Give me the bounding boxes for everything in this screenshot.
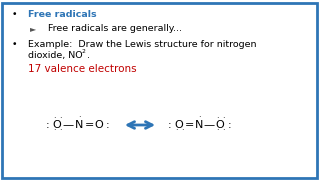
Text: N: N xyxy=(75,120,83,130)
Text: ·: · xyxy=(53,114,55,123)
Text: ·: · xyxy=(175,127,177,136)
Text: ·: · xyxy=(222,114,224,123)
Text: O: O xyxy=(95,120,103,130)
Text: =: = xyxy=(84,120,94,130)
Text: ·: · xyxy=(59,114,61,123)
Text: ·: · xyxy=(59,127,61,136)
FancyArrowPatch shape xyxy=(128,122,152,128)
Text: :: : xyxy=(46,120,50,130)
Text: ·: · xyxy=(181,127,183,136)
Text: =: = xyxy=(184,120,194,130)
Text: .: . xyxy=(87,51,90,60)
Text: O: O xyxy=(175,120,183,130)
Text: ·: · xyxy=(198,114,200,123)
Text: ·: · xyxy=(78,114,80,123)
Text: dioxide, NO: dioxide, NO xyxy=(28,51,83,60)
Text: O: O xyxy=(52,120,61,130)
Text: :: : xyxy=(228,120,232,130)
Text: Example:  Draw the Lewis structure for nitrogen: Example: Draw the Lewis structure for ni… xyxy=(28,40,257,49)
Text: N: N xyxy=(195,120,203,130)
Text: —: — xyxy=(62,120,74,130)
Text: ·: · xyxy=(216,127,218,136)
Text: 2: 2 xyxy=(82,49,86,54)
Text: ·: · xyxy=(222,127,224,136)
Text: ·: · xyxy=(53,127,55,136)
Text: —: — xyxy=(204,120,215,130)
Text: :: : xyxy=(106,120,110,130)
Text: •: • xyxy=(12,40,18,49)
Text: 17 valence electrons: 17 valence electrons xyxy=(28,64,137,74)
Text: O: O xyxy=(216,120,224,130)
Text: ·: · xyxy=(216,114,218,123)
Text: ►: ► xyxy=(30,24,36,33)
Text: Free radicals: Free radicals xyxy=(28,10,97,19)
Text: :: : xyxy=(168,120,172,130)
Text: Free radicals are generally...: Free radicals are generally... xyxy=(48,24,182,33)
Text: •: • xyxy=(12,10,18,19)
